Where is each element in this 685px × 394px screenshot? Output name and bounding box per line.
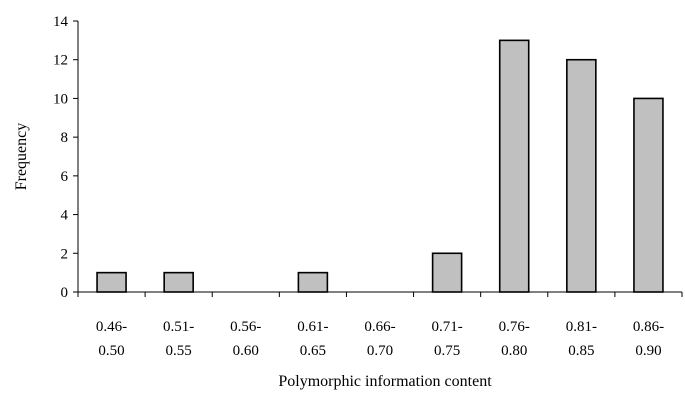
y-axis-label: Frequency xyxy=(13,123,30,191)
x-tick-label: 0.86- xyxy=(633,319,664,335)
y-tick-label: 12 xyxy=(53,53,68,69)
y-axis-ticks: 0 2 4 6 8 10 12 14 xyxy=(53,14,78,301)
x-tick-label: 0.75 xyxy=(434,343,460,359)
bar xyxy=(96,271,127,293)
bar xyxy=(566,58,597,293)
x-tick-label: 0.46- xyxy=(96,319,127,335)
bars xyxy=(96,39,664,293)
x-axis-label: Polymorphic information content xyxy=(278,373,492,390)
x-axis-ticks: 0.46- 0.50 0.51- 0.55 0.56- 0.60 0.61- 0.65 0.66… xyxy=(77,292,683,359)
x-tick-label: 0.85 xyxy=(568,343,594,359)
x-tick-label: 0.80 xyxy=(501,343,527,359)
x-tick-label: 0.81- xyxy=(566,319,597,335)
y-tick-label: 10 xyxy=(53,91,68,107)
bar xyxy=(163,271,194,293)
x-tick-label: 0.61- xyxy=(297,319,328,335)
x-tick-label: 0.50 xyxy=(98,343,124,359)
y-tick-label: 6 xyxy=(61,169,69,185)
x-tick-label: 0.55 xyxy=(166,343,192,359)
x-tick-label: 0.66- xyxy=(364,319,395,335)
x-tick-label: 0.65 xyxy=(300,343,326,359)
bar xyxy=(297,271,329,293)
x-tick-label: 0.51- xyxy=(163,319,194,335)
bar xyxy=(431,252,463,293)
x-tick-label: 0.60 xyxy=(233,343,259,359)
x-tick-label: 0.71- xyxy=(431,319,462,335)
bar xyxy=(498,39,530,293)
y-tick-label: 0 xyxy=(61,285,69,301)
x-tick-label: 0.56- xyxy=(230,319,261,335)
y-tick-label: 8 xyxy=(61,130,69,146)
x-tick-label: 0.70 xyxy=(367,343,393,359)
x-tick-label: 0.76- xyxy=(499,319,530,335)
y-tick-label: 14 xyxy=(53,14,69,30)
y-tick-label: 2 xyxy=(61,246,69,262)
y-tick-label: 4 xyxy=(61,208,69,224)
bar xyxy=(633,97,664,293)
x-tick-label: 0.90 xyxy=(635,343,661,359)
